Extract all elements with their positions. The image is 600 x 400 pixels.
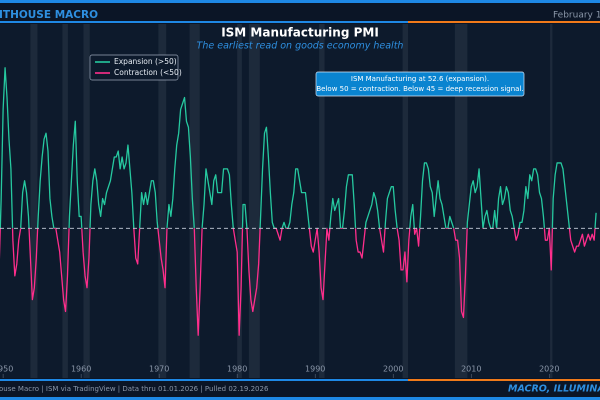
x-tick-label: 1970 (149, 365, 169, 374)
footer-rule-accent (408, 379, 600, 381)
recession-band (83, 24, 90, 378)
annotation-box (315, 71, 525, 97)
annotation-text: ISM Manufacturing at 52.6 (expansion). (351, 75, 489, 83)
x-tick-label: 1990 (305, 365, 325, 374)
brand: ITHOUSE MACRO (0, 9, 98, 21)
recession-band (237, 24, 242, 378)
legend-label: Expansion (>50) (114, 57, 177, 66)
recession-band (550, 24, 553, 378)
recession-band (189, 24, 200, 378)
recession-band (158, 24, 167, 378)
legend-box (89, 54, 179, 81)
x-tick-label: 2010 (461, 365, 481, 374)
footer-source: ouse Macro | ISM via TradingView | Data … (0, 385, 269, 393)
recession-band (30, 24, 38, 378)
chart-title: ISM Manufacturing PMI (221, 26, 379, 40)
x-tick-label: 2020 (539, 365, 559, 374)
date: February 19, (553, 11, 600, 21)
legend-label: Contraction (<50) (114, 68, 182, 77)
x-tick-label: 1960 (71, 365, 91, 374)
pmi-line-expansion (0, 67, 597, 229)
chart-subtitle: The earliest read on goods economy healt… (197, 41, 404, 52)
x-tick-label: 1980 (227, 365, 247, 374)
recession-band (62, 24, 68, 378)
header-rule (0, 21, 408, 23)
x-tick-label: 2000 (383, 365, 403, 374)
bottom-bar (0, 397, 600, 400)
legend: Expansion (>50) Contraction (<50) (89, 54, 182, 81)
recession-band (402, 24, 409, 378)
header-rule-accent (408, 21, 600, 23)
footer-tagline: MACRO, ILLUMINAT (508, 384, 600, 395)
annotation-text: Below 50 = contraction. Below 45 = deep … (316, 85, 523, 93)
x-tick-label: 1950 (0, 365, 13, 374)
top-bar (0, 0, 600, 3)
footer-rule (0, 379, 408, 381)
recession-band (248, 24, 260, 378)
recession-band (319, 24, 325, 378)
annotation: ISM Manufacturing at 52.6 (expansion). B… (315, 71, 525, 97)
